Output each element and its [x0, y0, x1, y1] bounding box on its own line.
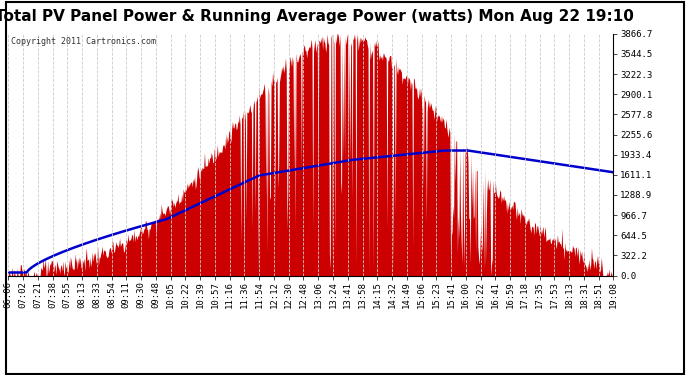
Text: 17:53: 17:53 [550, 281, 559, 308]
Text: 09:48: 09:48 [151, 281, 160, 308]
Text: 17:35: 17:35 [535, 281, 544, 308]
Text: 08:33: 08:33 [92, 281, 101, 308]
Text: 08:54: 08:54 [107, 281, 116, 308]
Text: 09:30: 09:30 [137, 281, 146, 308]
Text: 07:38: 07:38 [48, 281, 57, 308]
Text: 12:48: 12:48 [299, 281, 308, 308]
Text: 14:32: 14:32 [388, 281, 397, 308]
Text: 09:11: 09:11 [122, 281, 131, 308]
Text: 16:22: 16:22 [476, 281, 485, 308]
Text: Total PV Panel Power & Running Average Power (watts) Mon Aug 22 19:10: Total PV Panel Power & Running Average P… [0, 9, 633, 24]
Text: 18:13: 18:13 [564, 281, 573, 308]
Text: 13:58: 13:58 [358, 281, 367, 308]
Text: 11:16: 11:16 [225, 281, 234, 308]
Text: 12:12: 12:12 [270, 281, 279, 308]
Text: 08:13: 08:13 [77, 281, 86, 308]
Text: 18:51: 18:51 [594, 281, 603, 308]
Text: 16:59: 16:59 [506, 281, 515, 308]
Text: 13:24: 13:24 [328, 281, 337, 308]
Text: 19:08: 19:08 [609, 281, 618, 308]
Text: 10:05: 10:05 [166, 281, 175, 308]
Text: 10:39: 10:39 [196, 281, 205, 308]
Text: 15:41: 15:41 [446, 281, 455, 308]
Text: 14:15: 14:15 [373, 281, 382, 308]
Text: 07:02: 07:02 [19, 281, 28, 308]
Text: 18:31: 18:31 [580, 281, 589, 308]
Text: 16:41: 16:41 [491, 281, 500, 308]
Text: 06:06: 06:06 [3, 281, 13, 308]
Text: 07:21: 07:21 [33, 281, 42, 308]
Text: 11:54: 11:54 [255, 281, 264, 308]
Text: 16:00: 16:00 [462, 281, 471, 308]
Text: 11:36: 11:36 [240, 281, 249, 308]
Text: 13:06: 13:06 [314, 281, 323, 308]
Text: 12:30: 12:30 [284, 281, 293, 308]
Text: Copyright 2011 Cartronics.com: Copyright 2011 Cartronics.com [11, 38, 157, 46]
Text: 10:57: 10:57 [210, 281, 219, 308]
Text: 15:06: 15:06 [417, 281, 426, 308]
Text: 15:23: 15:23 [432, 281, 441, 308]
Text: 14:49: 14:49 [402, 281, 411, 308]
Text: 07:55: 07:55 [63, 281, 72, 308]
Text: 13:41: 13:41 [343, 281, 352, 308]
Text: 10:22: 10:22 [181, 281, 190, 308]
Text: 17:18: 17:18 [520, 281, 529, 308]
